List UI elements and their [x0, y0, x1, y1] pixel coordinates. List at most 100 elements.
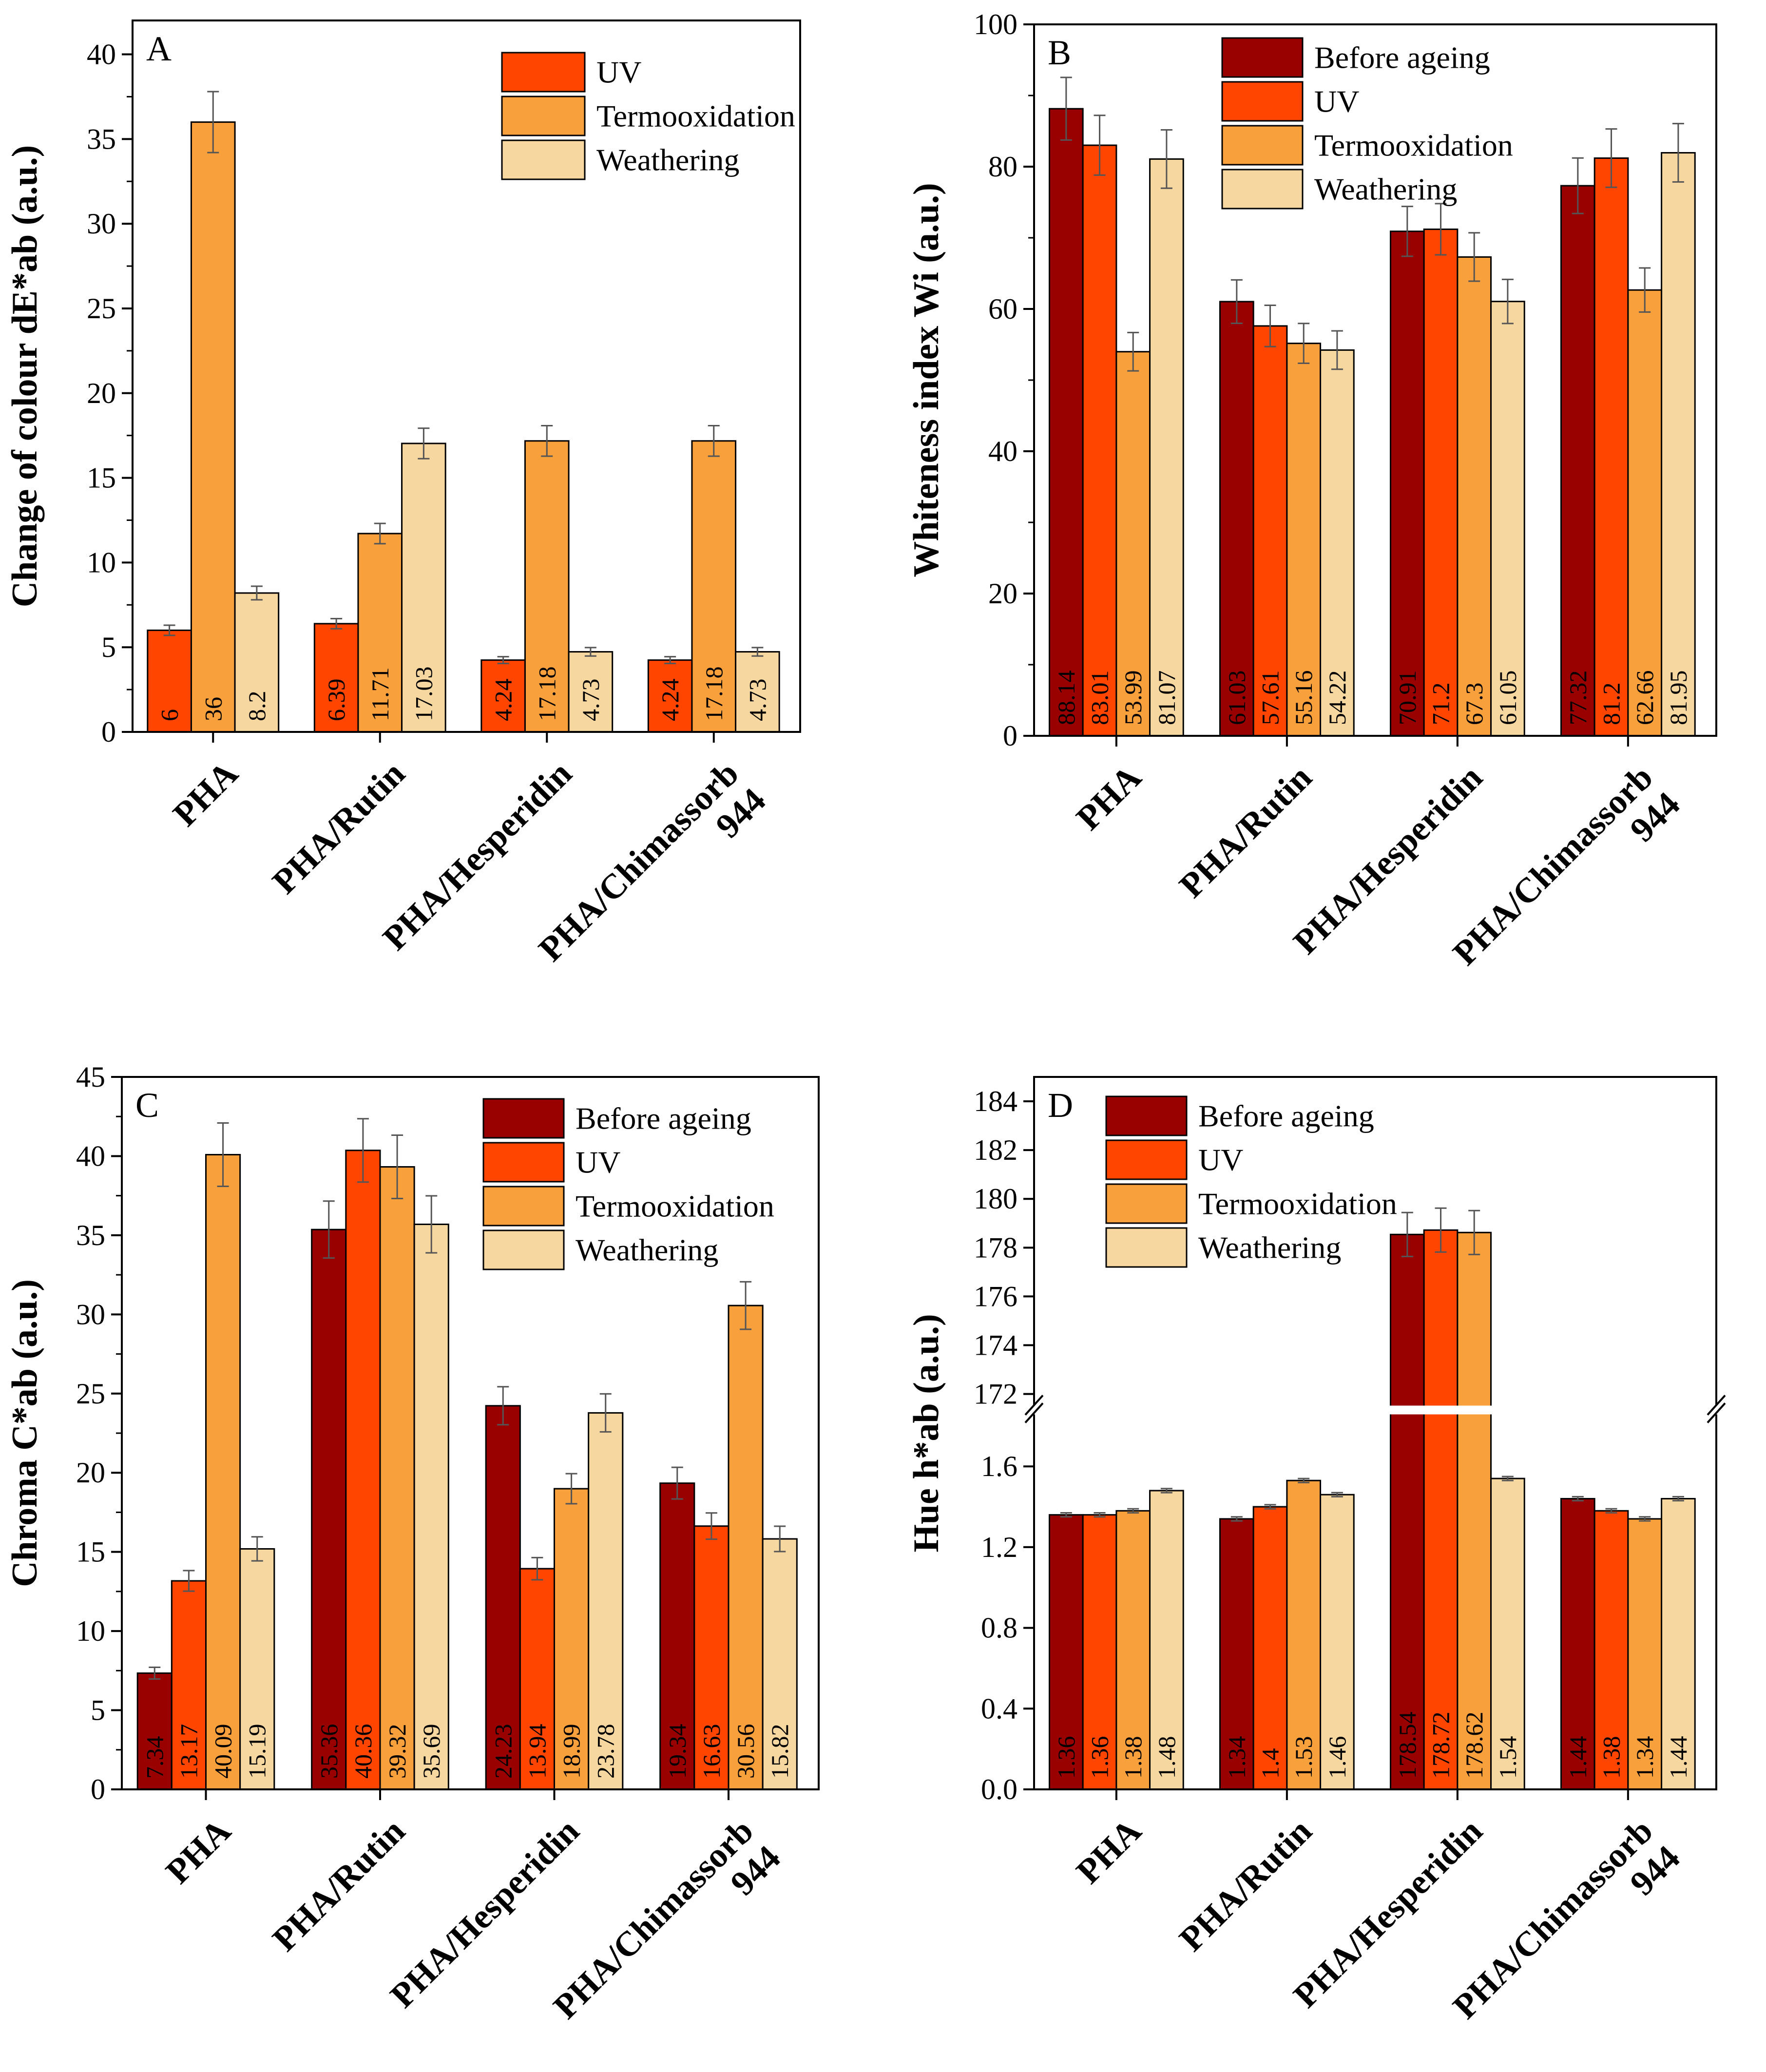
- y-tick-label: 172: [974, 1378, 1017, 1410]
- panel-a-chart: 6 36 8.2 6.39 11.71 17.03 4.24 17.18 4.73 4.24 17.…: [5, 19, 801, 969]
- error-bar: [740, 1281, 752, 1330]
- data-label: 40.36: [349, 1724, 377, 1779]
- y-tick-label: 25: [87, 292, 116, 325]
- data-label: 35.69: [418, 1724, 445, 1779]
- data-label: 4.73: [577, 679, 604, 722]
- data-label: 8.2: [243, 691, 270, 722]
- data-label: 18.99: [558, 1724, 585, 1779]
- bar-b-uv-0: [1082, 144, 1117, 737]
- y-tick-label: 174: [974, 1329, 1017, 1361]
- legend-swatch-before: [1105, 1095, 1188, 1136]
- error-bar: [323, 1200, 335, 1259]
- x-category-label: PHA/Hesperidin: [383, 1811, 587, 2015]
- y-tick-label: 30: [76, 1298, 105, 1330]
- legend-label: UV: [596, 55, 641, 90]
- y-tick-label: 20: [988, 577, 1017, 610]
- bar-a-termo-2: [524, 440, 570, 733]
- legend-label: Before ageing: [576, 1101, 751, 1136]
- data-label: 30.56: [732, 1724, 759, 1779]
- error-bar: [1160, 129, 1172, 189]
- y-tick-label: 40: [87, 38, 116, 71]
- bar-d-before-1: [1219, 1518, 1254, 1790]
- error-bar: [1468, 1209, 1480, 1255]
- y-tick-label: 25: [76, 1378, 105, 1410]
- data-label: 61.03: [1223, 671, 1250, 726]
- bar-d-weather-1: [1320, 1494, 1355, 1790]
- legend-label: UV: [576, 1145, 620, 1180]
- data-label: 4.73: [744, 679, 771, 722]
- x-category-label: PHA/Rutin: [1172, 758, 1320, 905]
- legend-swatch-termo: [1221, 125, 1304, 166]
- y-tick-label: 30: [87, 208, 116, 240]
- bar-b-weather-3: [1661, 152, 1696, 737]
- error-bar: [1230, 1516, 1243, 1522]
- error-bar: [330, 617, 343, 630]
- y-tick-label: 15: [76, 1536, 105, 1568]
- error-bar: [418, 427, 430, 460]
- bar-d-uv-2: [1423, 1229, 1459, 1790]
- error-bar: [497, 1386, 509, 1426]
- bar-a-uv-2: [480, 659, 526, 733]
- data-label: 1.38: [1598, 1736, 1625, 1779]
- error-bar: [541, 425, 553, 457]
- legend-label: Weathering: [576, 1233, 718, 1267]
- y-tick-label: 5: [101, 631, 116, 663]
- error-bar: [774, 1525, 786, 1553]
- data-label: 16.63: [698, 1724, 725, 1779]
- data-label: 6: [156, 709, 183, 721]
- error-bar: [565, 1473, 577, 1505]
- panel-letter: D: [1048, 1086, 1073, 1125]
- data-label: 77.32: [1564, 671, 1592, 726]
- data-label: 81.95: [1665, 671, 1692, 726]
- legend-swatch-termo: [501, 96, 586, 136]
- legend-label: UV: [1314, 84, 1359, 119]
- x-category-label: PHA/Chimassorb944: [546, 1811, 787, 2053]
- y-tick-label: 0.8: [981, 1612, 1017, 1644]
- data-label: 6.39: [323, 679, 350, 722]
- bar-b-termo-3: [1627, 289, 1663, 737]
- bar-c-weather-1: [413, 1223, 449, 1790]
- bar-c-uv-3: [693, 1525, 729, 1790]
- y-tick-label: 1.2: [981, 1531, 1017, 1563]
- data-label: 71.2: [1427, 683, 1455, 726]
- error-bar: [1298, 323, 1310, 365]
- legend-label: Termooxidation: [1198, 1187, 1397, 1221]
- data-label: 1.36: [1053, 1736, 1080, 1779]
- data-label: 13.94: [523, 1724, 551, 1779]
- bar-c-termo-1: [379, 1166, 415, 1790]
- error-bar: [1127, 1508, 1139, 1514]
- plot-frame-upper: [1033, 1076, 1717, 1406]
- error-bar: [708, 425, 720, 457]
- bar-b-before-2: [1390, 230, 1425, 737]
- legend-swatch-uv: [482, 1142, 565, 1183]
- data-label: 39.32: [384, 1724, 411, 1779]
- legend-swatch-uv: [1221, 81, 1304, 122]
- x-category-label: PHA: [1069, 758, 1149, 838]
- bar-d-uv-3: [1593, 1510, 1629, 1790]
- data-label: 62.66: [1631, 671, 1658, 726]
- error-bar: [497, 656, 509, 665]
- bar-d-termo-1: [1286, 1479, 1322, 1790]
- legend-label: Before ageing: [1314, 40, 1490, 75]
- x-category-label: PHA/Rutin: [1172, 1811, 1320, 1959]
- y-tick-label: 0: [101, 716, 116, 748]
- y-tick-label: 35: [87, 123, 116, 155]
- data-label: 11.71: [366, 667, 394, 721]
- data-label: 55.16: [1290, 671, 1317, 726]
- legend-label: Before ageing: [1198, 1099, 1374, 1133]
- panel-letter: A: [146, 29, 172, 68]
- error-bar: [374, 522, 386, 545]
- data-label: 83.01: [1086, 671, 1113, 726]
- bar-c-before-3: [659, 1482, 695, 1790]
- x-category-label: PHA/Chimassorb944: [1445, 758, 1687, 999]
- y-axis-title: Change of colour dE*ab (a.u.): [5, 145, 45, 607]
- data-label: 61.05: [1494, 671, 1521, 726]
- y-tick-label: 182: [974, 1134, 1017, 1166]
- bar-c-uv-0: [171, 1580, 207, 1790]
- error-bar: [1639, 267, 1651, 313]
- error-bar: [1264, 1504, 1276, 1510]
- bar-b-before-3: [1560, 185, 1595, 737]
- bar-c-termo-3: [728, 1305, 764, 1790]
- data-label: 36: [199, 697, 227, 721]
